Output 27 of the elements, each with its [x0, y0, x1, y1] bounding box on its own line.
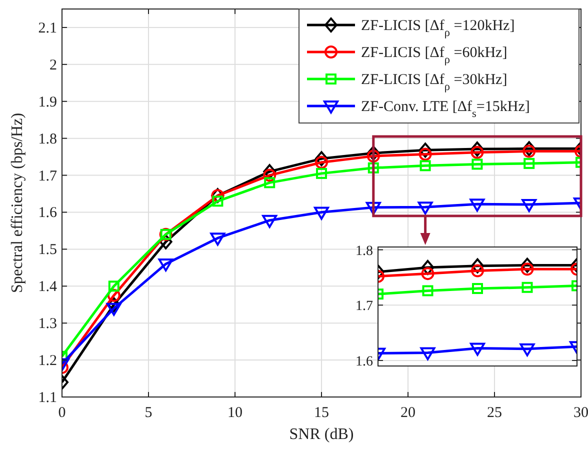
x-tick-label: 25	[487, 405, 502, 421]
y-tick-label: 1.4	[38, 279, 58, 296]
y-tick-label: 1.7	[38, 168, 58, 184]
x-tick-label: 0	[58, 405, 66, 421]
legend-label: ZF-LICIS [Δf$_{ρ}$ =60kHz]	[361, 45, 508, 66]
y-tick-label: 1.1	[38, 390, 57, 406]
y-tick-label: 1.5	[38, 242, 57, 258]
legend-label: ZF-Conv. LTE [Δf$_{s}$=15kHz]	[361, 99, 530, 120]
y-tick-label: 1.3	[38, 316, 57, 332]
y-tick-label: 2.1	[38, 20, 57, 36]
x-tick-label: 5	[144, 405, 152, 421]
x-axis-title: SNR (dB)	[289, 426, 354, 443]
y-tick-label: 1.9	[38, 94, 57, 110]
y-tick-label: 1.7	[356, 299, 373, 314]
x-tick-label: 20	[400, 405, 416, 421]
y-tick-label: 1.8	[38, 131, 57, 148]
y-tick-label: 1.2	[38, 353, 57, 370]
legend-label: ZF-LICIS [Δf$_{ρ}$ =120kHz]	[361, 18, 515, 39]
y-tick-label: 1.6	[356, 354, 373, 370]
x-tick-label: 30	[574, 405, 588, 421]
legend-label: ZF-LICIS [Δf$_{ρ}$ =30kHz]	[361, 72, 508, 93]
y-tick-label: 1.8	[356, 244, 373, 259]
y-tick-label: 1.6	[38, 205, 58, 222]
y-tick-label: 2	[50, 57, 57, 74]
x-tick-label: 10	[228, 405, 242, 421]
x-tick-label: 15	[314, 405, 329, 421]
y-axis-title: Spectral efficiency (bps/Hz)	[9, 112, 26, 294]
